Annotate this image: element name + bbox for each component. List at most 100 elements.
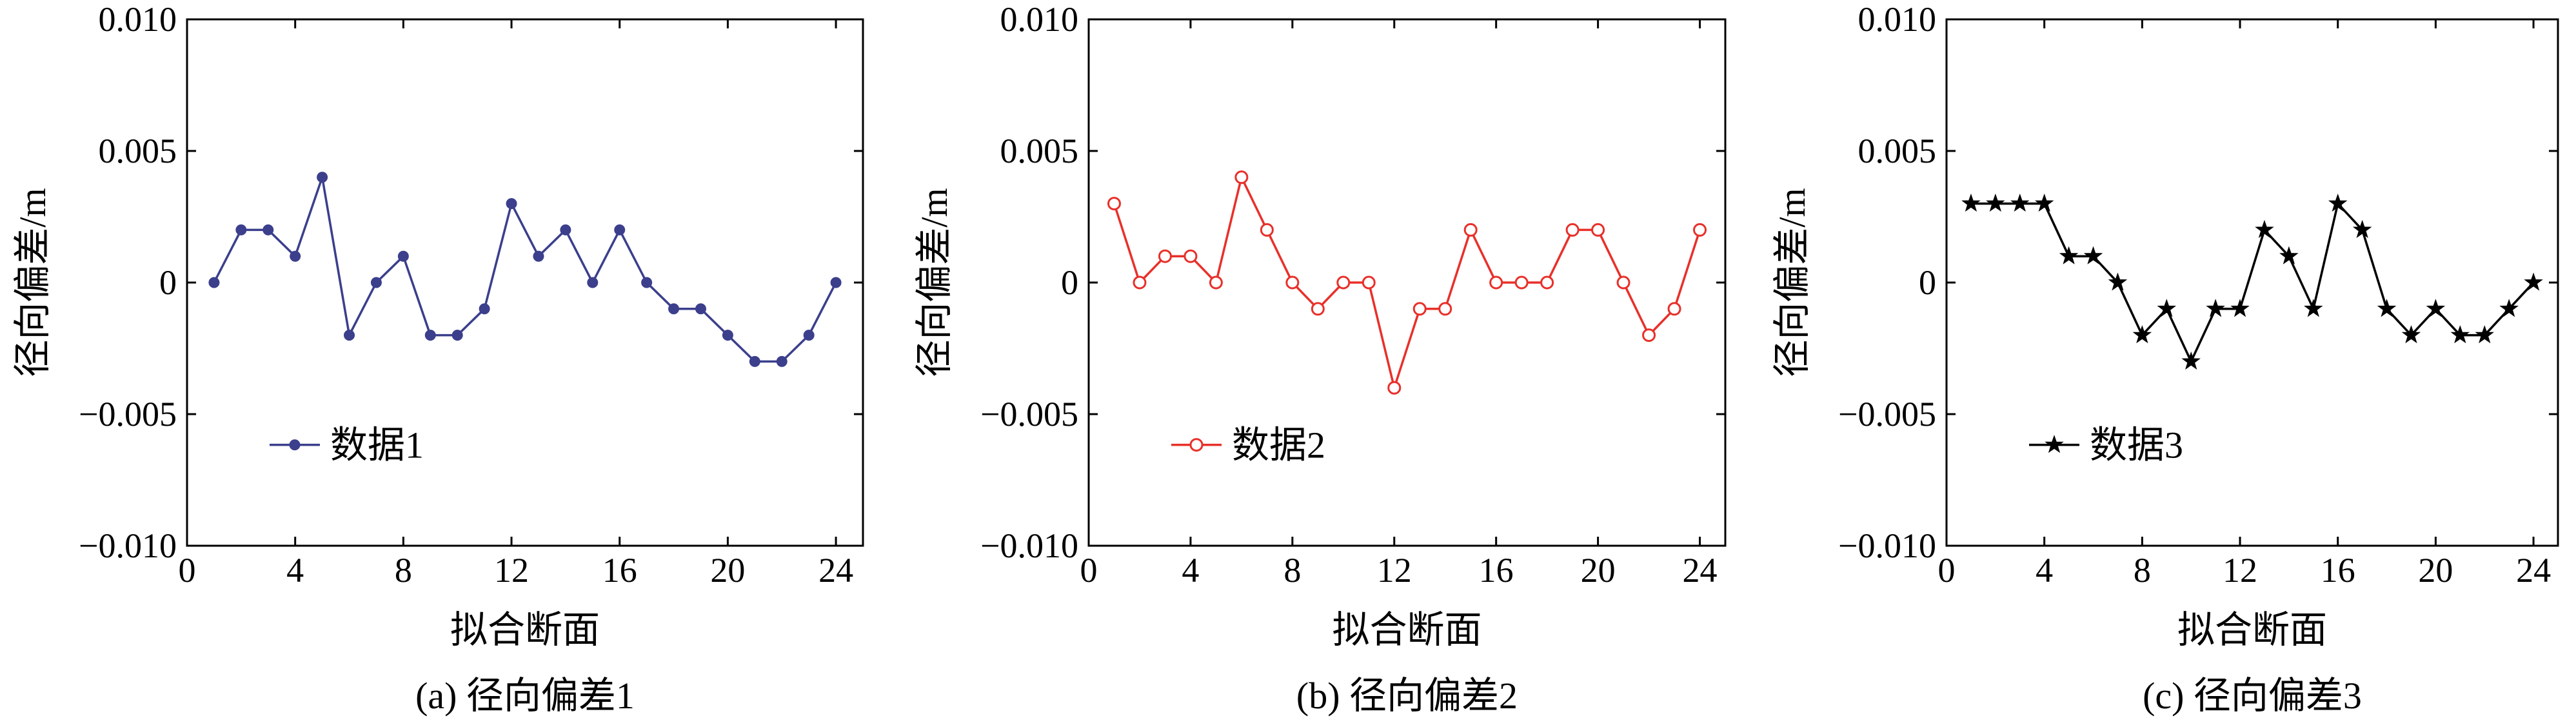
data-point (2450, 325, 2470, 344)
x-tick-label: 20 (710, 551, 745, 590)
data-point (722, 330, 733, 341)
panel-caption: (c) 径向偏差3 (2143, 675, 2362, 717)
data-point (1285, 275, 1300, 290)
data-point (1412, 302, 1427, 316)
data-point (2328, 194, 2348, 212)
chart-panel-3: 0 4 8 12 16 20 24 0.010 0.005 0 −0.005 −0.010 拟合断面 径向… (1771, 0, 2559, 717)
data-point (2401, 325, 2421, 344)
y-axis-title: 径向偏差/m (913, 188, 955, 377)
data-point (1616, 275, 1630, 290)
x-tick-label: 16 (602, 551, 637, 590)
x-tick-label: 8 (2134, 551, 2151, 590)
x-tick-label: 12 (1377, 551, 1412, 590)
y-tick-label: 0.005 (99, 132, 177, 170)
data-point (2475, 325, 2494, 344)
y-tick-label: 0 (1919, 263, 1936, 302)
x-tick-label: 0 (179, 551, 196, 590)
data-point (451, 330, 463, 341)
x-tick-label: 24 (2516, 551, 2551, 590)
series-line (213, 177, 837, 363)
data-point (776, 355, 788, 367)
data-point (533, 250, 544, 262)
y-tick-label: 0.010 (1000, 0, 1079, 39)
legend-marker (289, 439, 301, 451)
y-tick-label: 0.005 (1858, 132, 1937, 170)
data-point (2377, 299, 2397, 317)
chart-panel-2: 0 4 8 12 16 20 24 0.010 0.005 0 −0.005 −0.010 拟合断面 径向… (913, 0, 1727, 717)
data-point (1133, 275, 1147, 290)
data-point (2059, 246, 2079, 264)
data-point (506, 198, 517, 210)
data-point (424, 330, 436, 341)
data-point (208, 277, 220, 288)
data-point (2426, 299, 2446, 317)
x-tick-label: 12 (494, 551, 529, 590)
data-point (1362, 275, 1376, 290)
data-point (1514, 275, 1529, 290)
chart-panel-1: 0 4 8 12 16 20 24 0.010 0.005 0 −0.005 −0.010 拟合断面 径向… (12, 0, 864, 717)
x-axis-title: 拟合断面 (2177, 609, 2327, 651)
data-point (344, 330, 355, 341)
data-point (1209, 275, 1223, 290)
data-point (2083, 246, 2103, 264)
data-point (1591, 223, 1605, 237)
data-point (1438, 302, 1452, 316)
series-line (1113, 174, 1701, 392)
data-point (2206, 299, 2225, 317)
x-tick-label: 16 (1479, 551, 1514, 590)
y-tick-label: 0.010 (99, 0, 177, 39)
data-point (397, 250, 409, 262)
data-point (2255, 219, 2274, 238)
x-tick-label: 12 (2223, 551, 2257, 590)
x-tick-label: 0 (1938, 551, 1956, 590)
y-tick-label: −0.005 (980, 395, 1078, 433)
x-axis-title: 拟合断面 (1332, 609, 1481, 651)
x-tick-label: 24 (1683, 551, 1718, 590)
data-point (290, 250, 301, 262)
data-point (235, 224, 247, 235)
x-tick-label: 16 (2321, 551, 2355, 590)
data-point (560, 224, 571, 235)
plot-frame (1945, 18, 2559, 547)
data-point (2230, 299, 2250, 317)
data-point (1387, 381, 1402, 395)
legend-label: 数据3 (2090, 424, 2183, 466)
legend-marker (1189, 438, 1204, 452)
panel-caption: (a) 径向偏差1 (415, 675, 635, 717)
data-point (1260, 223, 1274, 237)
legend-label: 数据1 (330, 424, 424, 466)
data-point (2181, 351, 2201, 370)
x-tick-label: 8 (1283, 551, 1301, 590)
data-point (479, 303, 490, 315)
x-tick-label: 24 (818, 551, 853, 590)
panel-caption: (b) 径向偏差2 (1296, 675, 1518, 717)
data-point (2499, 299, 2519, 317)
data-point (1107, 197, 1121, 211)
x-axis-title: 拟合断面 (450, 609, 600, 651)
y-tick-label: −0.010 (1838, 526, 1936, 565)
x-tick-label: 20 (2418, 551, 2453, 590)
data-point (2010, 194, 2030, 212)
data-point (1642, 328, 1656, 343)
y-axis-title: 径向偏差/m (12, 188, 54, 377)
data-point (2352, 219, 2372, 238)
x-tick-label: 0 (1080, 551, 1098, 590)
x-tick-label: 8 (395, 551, 412, 590)
series-line (1970, 201, 2535, 364)
data-point (641, 277, 653, 288)
data-point (2132, 325, 2152, 344)
data-point (749, 355, 760, 367)
x-tick-label: 4 (1182, 551, 1199, 590)
plot-frame (186, 18, 864, 547)
data-point (1234, 170, 1249, 184)
data-point (1540, 275, 1554, 290)
data-point (1311, 302, 1325, 316)
data-point (2304, 299, 2323, 317)
y-tick-label: 0.010 (1858, 0, 1937, 39)
data-point (1336, 275, 1351, 290)
data-point (830, 277, 842, 288)
x-tick-label: 4 (2036, 551, 2053, 590)
data-point (2524, 272, 2543, 291)
data-point (2279, 246, 2299, 264)
data-point (668, 303, 680, 315)
